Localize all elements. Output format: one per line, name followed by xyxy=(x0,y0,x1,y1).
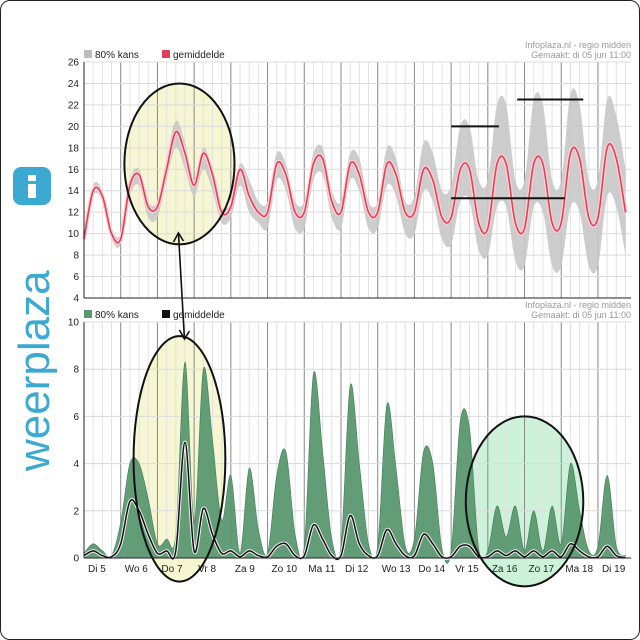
x-tick-label: Zo 17 xyxy=(529,564,555,575)
series-gemiddelde xyxy=(83,441,626,561)
y-tick-label: 0 xyxy=(73,554,79,565)
y-tick-label: 8 xyxy=(73,365,79,376)
link-arrow xyxy=(177,232,186,340)
x-tick-label: Vr 15 xyxy=(455,564,479,575)
x-tick-label: Wo 13 xyxy=(382,564,411,575)
highlight-ellipse-fill xyxy=(124,83,235,245)
y-tick-label: 16 xyxy=(68,165,80,176)
y-tick-label: 22 xyxy=(68,100,80,111)
legend-swatch xyxy=(162,50,170,58)
logo-text: weerplaza xyxy=(10,270,57,472)
legend-label: 80% kans xyxy=(95,310,139,321)
legend-swatch xyxy=(162,310,170,318)
y-tick-label: 14 xyxy=(68,186,80,197)
legend-swatch xyxy=(84,50,92,58)
x-tick-label: Di 5 xyxy=(88,564,106,575)
y-tick-label: 10 xyxy=(68,318,80,329)
x-tick-label: Za 16 xyxy=(492,564,518,575)
x-tick-label: Do 14 xyxy=(418,564,445,575)
y-tick-label: 6 xyxy=(73,412,79,423)
y-tick-label: 20 xyxy=(68,122,80,133)
x-tick-label: Di 12 xyxy=(345,564,369,575)
series-80pct-area xyxy=(83,361,626,564)
y-tick-label: 12 xyxy=(68,208,80,219)
made-label: Gemaakt: di 05 jun 11:00 xyxy=(531,310,631,320)
y-tick-label: 8 xyxy=(73,251,79,262)
legend-label: 80% kans xyxy=(95,50,139,61)
y-tick-label: 18 xyxy=(68,143,80,154)
x-tick-label: Ma 18 xyxy=(565,564,593,575)
y-tick-label: 2 xyxy=(73,506,79,517)
arrow-head-down xyxy=(178,329,191,341)
x-tick-label: Zo 10 xyxy=(272,564,298,575)
arrow-head-up xyxy=(172,231,185,243)
x-tick-label: Do 7 xyxy=(161,564,183,575)
x-tick-label: Ma 11 xyxy=(308,564,335,575)
y-tick-label: 6 xyxy=(73,272,79,283)
highlight-ellipse xyxy=(132,335,227,583)
y-tick-label: 4 xyxy=(73,294,79,305)
y-tick-label: 26 xyxy=(68,58,80,69)
y-tick-label: 10 xyxy=(68,229,80,240)
legend-label: gemiddelde xyxy=(173,310,225,321)
temperature-chart: 4 6 8 10 12 14 16 18 20 22 24 26 80% kans gemiddelde I… xyxy=(68,40,631,305)
legend-swatch xyxy=(84,310,92,318)
annotation-overlay xyxy=(123,82,585,588)
weerplaza-logo: weerplaza xyxy=(10,167,57,472)
legend-label: gemiddelde xyxy=(173,50,225,61)
x-tick-label: Di 19 xyxy=(602,564,626,575)
source-label: Infoplaza.nl - regio midden xyxy=(525,40,631,50)
series-gemiddelde xyxy=(83,130,627,244)
y-tick-label: 4 xyxy=(73,459,79,470)
source-label: Infoplaza.nl - regio midden xyxy=(525,300,631,310)
x-tick-label: Wo 6 xyxy=(125,564,149,575)
y-tick-label: 24 xyxy=(68,79,80,90)
made-label: Gemaakt: di 05 jun 11:00 xyxy=(531,50,631,60)
precipitation-chart: 0 2 4 6 8 10 Di 5 Wo 6 Do 7 Vr 8 Za 9 Zo 10 Ma 11 Di … xyxy=(68,300,631,587)
highlight-ellipse xyxy=(464,415,585,588)
x-tick-label: Vr 8 xyxy=(198,564,216,575)
x-tick-label: Za 9 xyxy=(235,564,255,575)
